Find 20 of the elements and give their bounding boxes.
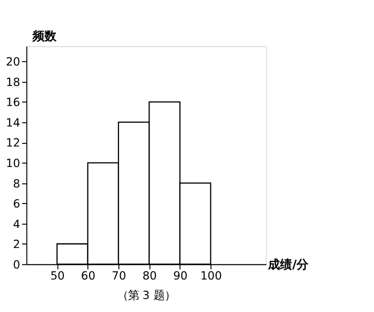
- x-tick-label: 60: [81, 270, 96, 283]
- x-tick-label: 90: [173, 270, 188, 283]
- y-tick-label: 8: [13, 177, 20, 190]
- x-tick-label: 70: [112, 270, 126, 283]
- y-tick-label: 6: [13, 198, 20, 211]
- y-tick-label: 20: [6, 56, 20, 69]
- x-tick-label: 80: [142, 270, 157, 283]
- y-tick-label: 2: [13, 238, 20, 252]
- x-tick-label: 100: [200, 270, 222, 283]
- y-tick-label: 10: [6, 156, 20, 170]
- y-axis-title: 频数: [31, 29, 58, 44]
- x-axis-title: 成绩/分: [267, 257, 310, 272]
- y-tick-label: 4: [13, 218, 20, 231]
- y-tick-label: 18: [6, 76, 20, 89]
- y-tick-label: 0: [13, 258, 20, 272]
- y-tick-label: 12: [6, 136, 20, 150]
- text: （第 3 题）: [116, 288, 176, 302]
- y-tick-label: 16: [6, 96, 20, 110]
- y-tick-label: 14: [6, 116, 20, 130]
- x-tick-label: 50: [50, 270, 65, 283]
